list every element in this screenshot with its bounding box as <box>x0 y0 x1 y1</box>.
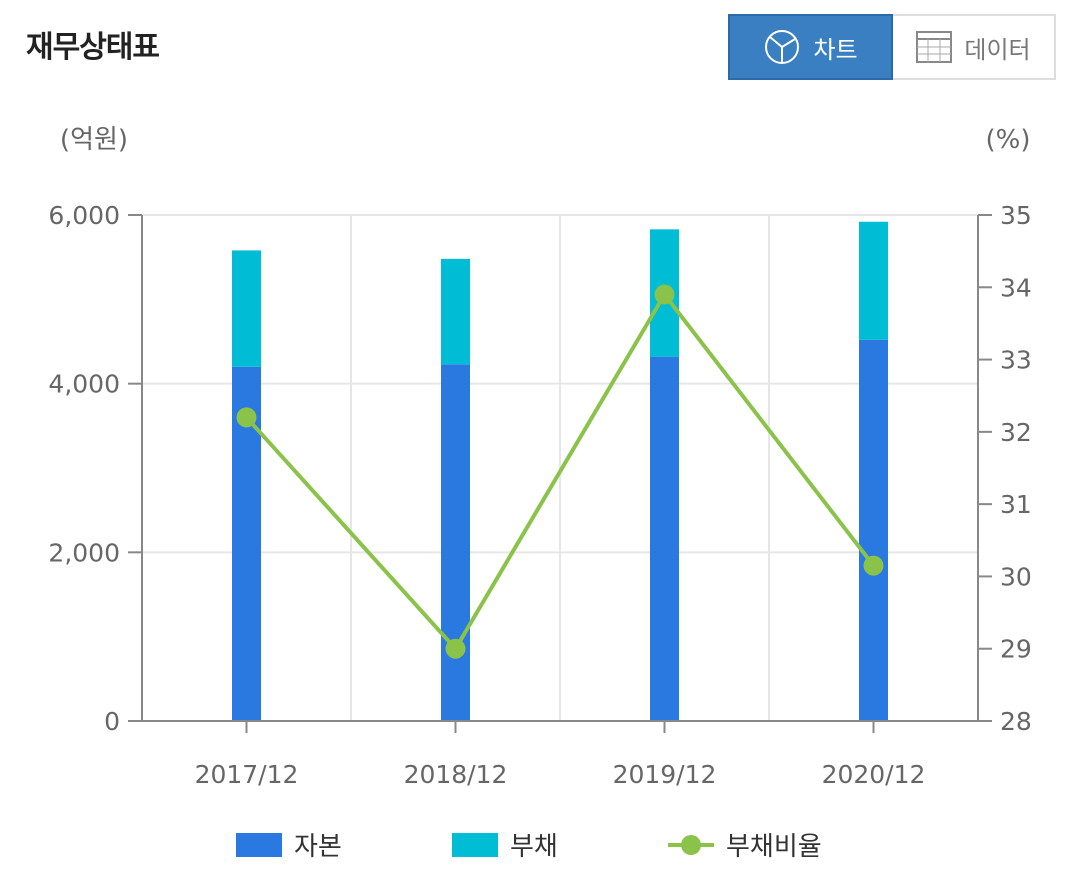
legend-label-capital: 자본 <box>294 832 342 862</box>
left-axis-tick-label: 2,000 <box>48 538 120 567</box>
legend-label-liability: 부채 <box>510 832 558 862</box>
chart-legend: 자본 부채 부채비율 <box>0 826 1080 870</box>
chart-view-label: 차트 <box>813 35 858 64</box>
chart-area: (억원) (%) 0 2,000 4,000 6,000 28 29 30 31 32 33 34 3… <box>48 125 1031 789</box>
x-axis-tick-label: 2017/12 <box>195 760 299 789</box>
table-grid-icon <box>916 31 953 63</box>
right-axis-tick-label: 28 <box>1000 707 1032 736</box>
debt-ratio-point[interactable] <box>863 555 884 576</box>
liability-swatch <box>452 832 498 857</box>
debt-ratio-swatch <box>668 833 714 857</box>
legend-item-capital[interactable]: 자본 <box>236 826 342 863</box>
bar-liability[interactable] <box>859 221 888 340</box>
debt-ratio-point[interactable] <box>445 638 466 659</box>
legend-label-debt-ratio: 부채비율 <box>726 832 822 862</box>
bar-capital[interactable] <box>650 356 679 721</box>
x-axis-tick-label: 2019/12 <box>613 760 717 789</box>
debt-ratio-line <box>245 292 876 651</box>
pie-chart-icon <box>763 28 801 66</box>
axes-layer <box>128 214 992 733</box>
right-axis-tick-label: 29 <box>1000 635 1032 664</box>
bar-capital[interactable] <box>859 339 888 721</box>
left-axis-tick-label: 4,000 <box>48 370 120 399</box>
left-axis-tick-label: 0 <box>104 707 120 736</box>
bar-liability[interactable] <box>232 250 261 367</box>
right-axis-tick-label: 33 <box>1000 346 1032 375</box>
page-title: 재무상태표 <box>26 30 160 65</box>
right-axis-tick-label: 34 <box>1000 273 1032 302</box>
left-axis-unit-label: (억원) <box>60 125 128 155</box>
chart-view-button[interactable]: 차트 <box>728 14 893 80</box>
capital-swatch <box>236 832 282 857</box>
view-toggle: 차트 데이터 <box>728 14 1056 80</box>
debt-ratio-point[interactable] <box>654 284 675 305</box>
right-axis-tick-label: 31 <box>1000 490 1032 519</box>
bar-capital[interactable] <box>441 364 470 721</box>
x-axis-tick-label: 2020/12 <box>822 760 926 789</box>
right-axis-unit-label: (%) <box>986 125 1031 155</box>
data-view-button[interactable]: 데이터 <box>893 14 1056 80</box>
right-axis-tick-label: 32 <box>1000 418 1032 447</box>
debt-ratio-point[interactable] <box>236 407 257 428</box>
data-view-label: 데이터 <box>964 35 1031 64</box>
legend-item-debt-ratio[interactable]: 부채비율 <box>668 826 822 863</box>
x-axis-tick-label: 2018/12 <box>404 760 508 789</box>
line-layer <box>236 284 884 659</box>
legend-item-liability[interactable]: 부채 <box>452 826 558 863</box>
labels-layer: 0 2,000 4,000 6,000 28 29 30 31 32 33 34 35 2017/12 2… <box>48 201 1031 789</box>
bar-liability[interactable] <box>441 258 470 365</box>
right-axis-tick-label: 30 <box>1000 562 1032 591</box>
right-axis-tick-label: 35 <box>1000 201 1032 230</box>
left-axis-tick-label: 6,000 <box>48 201 120 230</box>
